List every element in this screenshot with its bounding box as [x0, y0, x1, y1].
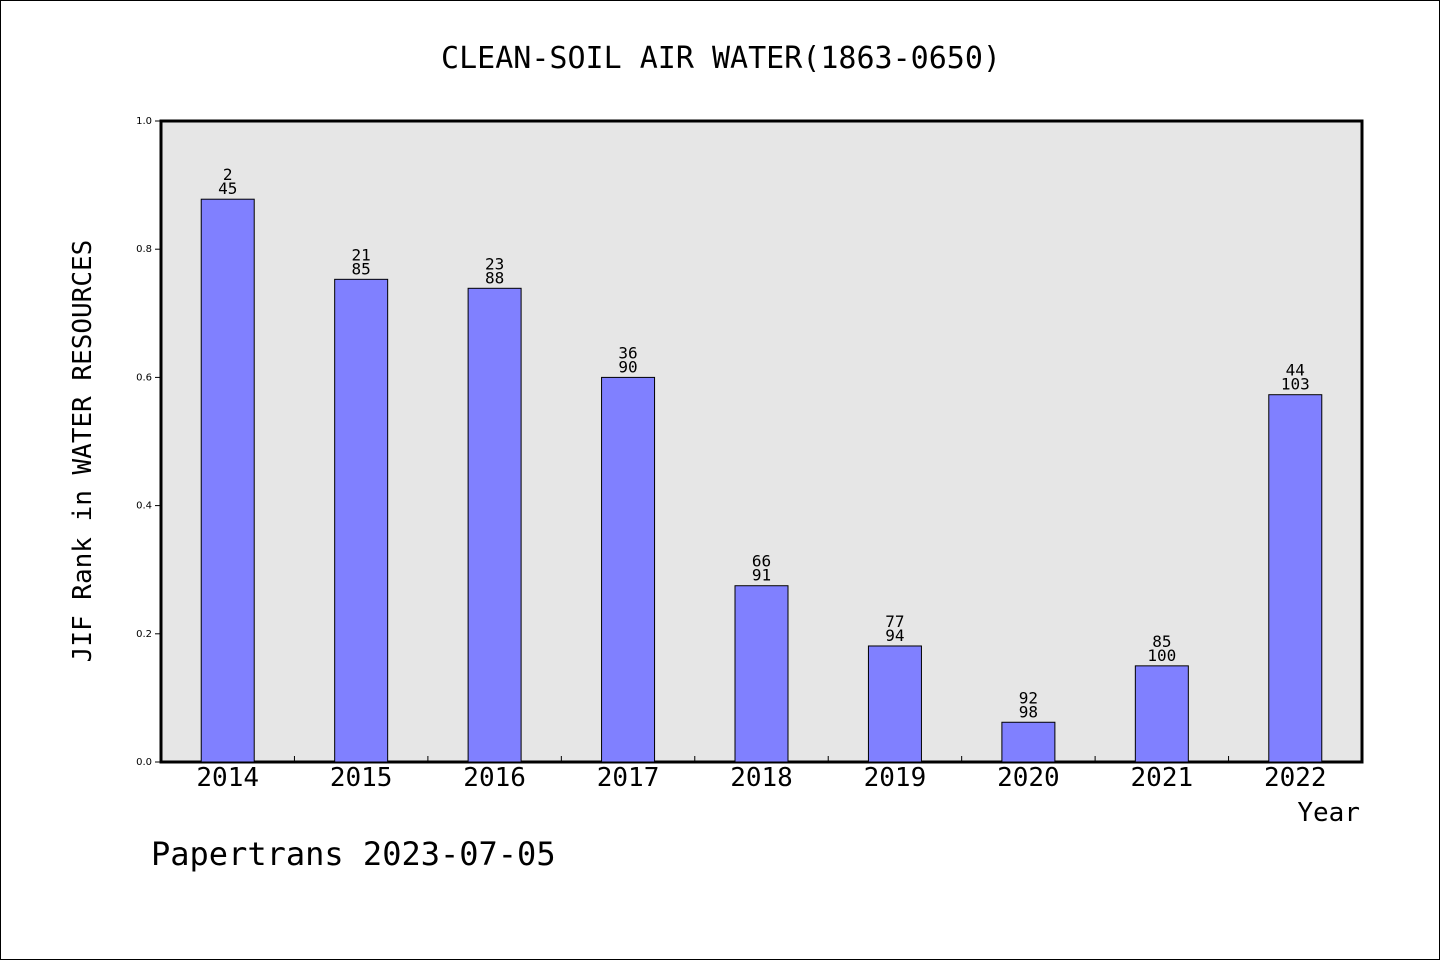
bar-rank-label: 2	[223, 165, 233, 184]
x-tick-label: 2020	[997, 763, 1060, 793]
x-axis: 2014 2015 2016 2017 2018 2019 2020 2021 2022	[196, 756, 1327, 793]
bar-total-label: 88	[485, 268, 504, 287]
y-axis: 0.0 0.2 0.4 0.6 0.8 1.0	[136, 116, 161, 768]
bar-total-label: 103	[1281, 375, 1310, 394]
bar-rank-label: 66	[752, 552, 771, 571]
footer-text: Papertrans 2023-07-05	[151, 835, 556, 873]
bar-total-label: 100	[1147, 646, 1176, 665]
bar-rank-label: 44	[1286, 361, 1305, 380]
bar-rank-label: 21	[352, 245, 371, 264]
bar-2015	[334, 278, 389, 763]
x-tick-label: 2021	[1131, 763, 1194, 793]
bar-total-label: 85	[352, 259, 371, 278]
bar-2016	[467, 287, 522, 763]
bar-2022	[1268, 394, 1323, 763]
bar-2020	[1001, 721, 1056, 763]
bar-2019	[867, 645, 922, 763]
bar-total-label: 91	[752, 566, 771, 585]
y-tick-label: 0.6	[136, 372, 152, 383]
x-tick-label: 2017	[597, 763, 660, 793]
bar-rank-label: 85	[1152, 632, 1171, 651]
bar-total-label: 94	[885, 626, 904, 645]
y-tick-label: 1.0	[136, 116, 152, 127]
x-axis-label: Year	[1297, 798, 1360, 828]
x-tick-label: 2014	[196, 763, 259, 793]
bar-rank-label: 77	[885, 612, 904, 631]
bar-rank-label: 23	[485, 254, 504, 273]
bar-2018	[734, 585, 789, 763]
x-tick-label: 2022	[1264, 763, 1327, 793]
bar-2017	[601, 376, 656, 763]
bar-2021	[1134, 665, 1189, 763]
y-axis-label: JIF Rank in WATER RESOURCES	[68, 240, 98, 663]
y-tick-label: 0.2	[136, 629, 152, 640]
bar-total-label: 90	[618, 357, 637, 376]
x-tick-label: 2015	[330, 763, 393, 793]
bar-total-label: 98	[1019, 702, 1038, 721]
bar-rank-label: 92	[1019, 688, 1038, 707]
x-tick-label: 2019	[864, 763, 927, 793]
bar-2014	[200, 198, 255, 763]
bars-layer	[200, 198, 1323, 763]
y-tick-label: 0.0	[136, 757, 152, 768]
y-tick-label: 0.8	[136, 244, 152, 255]
chart-title: CLEAN-SOIL AIR WATER(1863-0650)	[441, 41, 1001, 76]
x-tick-label: 2016	[463, 763, 526, 793]
bar-total-label: 45	[218, 179, 237, 198]
y-tick-label: 0.4	[136, 501, 152, 512]
x-tick-label: 2018	[730, 763, 793, 793]
bar-rank-label: 36	[618, 343, 637, 362]
